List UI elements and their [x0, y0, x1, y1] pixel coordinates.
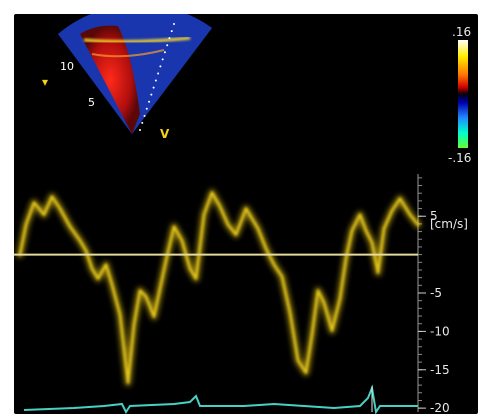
color-scale: .16 -.16 [448, 25, 471, 165]
sector-scan-dot [170, 30, 173, 33]
doppler-canvas: 10 5 ▾ V .16 -.16 5 -5 -10 -15 -20 [cm/s] [14, 14, 471, 414]
sector-scan-dot [139, 129, 141, 131]
sector-scan-dot [168, 37, 171, 40]
sector-tissue-band [83, 36, 191, 44]
ecg-trace [23, 384, 418, 414]
velocity-tick-label-4: -20 [430, 401, 450, 414]
sector-depth-label-5: 5 [88, 96, 95, 109]
sector-scan-dot [143, 114, 146, 117]
sector-scan-dot [173, 23, 175, 25]
sector-sample-marker: V [160, 127, 170, 141]
velocity-tick-label-3: -15 [430, 363, 450, 377]
sector-depth-label-10: 10 [60, 60, 74, 73]
velocity-scale: 5 -5 -10 -15 -20 [cm/s] [417, 174, 468, 414]
velocity-tick-label-1: -5 [430, 286, 442, 300]
spectral-trace [16, 189, 422, 387]
color-doppler-sector: 10 5 ▾ V [42, 14, 212, 141]
spectral-trace-glow [16, 189, 422, 387]
sector-scan-dot [157, 72, 160, 75]
velocity-major-ticks: 5 -5 -10 -15 -20 [418, 209, 450, 414]
sector-scan-dot [154, 79, 157, 82]
sector-scan-dot [159, 65, 162, 68]
sector-orientation-marker: ▾ [42, 75, 48, 89]
sector-scan-dot [148, 100, 151, 103]
sector-scan-dot [163, 51, 166, 54]
color-scale-max-label: .16 [452, 25, 471, 39]
color-scale-min-label: -.16 [448, 151, 471, 165]
spectral-trace-core [18, 191, 420, 384]
velocity-unit-label: [cm/s] [430, 217, 468, 231]
sector-scan-dot [152, 86, 155, 89]
color-scale-bar [458, 40, 468, 148]
sector-red-region [80, 25, 140, 134]
velocity-tick-label-0: 5 [430, 209, 438, 223]
sector-scan-dot [141, 121, 144, 124]
sector-scan-dot [145, 107, 148, 110]
doppler-viewport: 10 5 ▾ V .16 -.16 5 -5 -10 -15 -20 [cm/s] [14, 14, 478, 414]
sector-scan-dots [139, 23, 175, 131]
sector-tissue-band-2 [91, 49, 165, 58]
sector-scan-dot [150, 93, 153, 96]
sector-scan-dot [166, 44, 169, 47]
velocity-tick-label-2: -10 [430, 324, 450, 338]
sector-scan-dot [161, 58, 164, 61]
